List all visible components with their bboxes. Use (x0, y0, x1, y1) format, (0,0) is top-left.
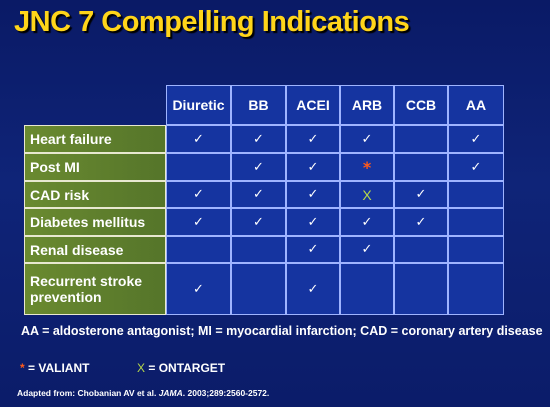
row-header: Heart failure (24, 125, 166, 153)
check-mark-cell: ✓ (231, 153, 286, 181)
check-mark-cell: ✓ (394, 208, 448, 236)
empty-cell (448, 263, 504, 315)
check-mark-cell: ✓ (231, 125, 286, 153)
check-mark-cell: ✓ (166, 208, 231, 236)
column-header: CCB (394, 85, 448, 125)
empty-cell (166, 153, 231, 181)
column-header: ACEI (286, 85, 340, 125)
empty-cell (231, 236, 286, 263)
empty-cell (448, 181, 504, 208)
empty-cell (231, 263, 286, 315)
check-mark-cell: ✓ (394, 181, 448, 208)
source-prefix: Adapted from: Chobanian AV et al. (17, 388, 159, 398)
check-mark-cell: ✓ (340, 236, 394, 263)
check-mark-cell: ✓ (286, 125, 340, 153)
row-header: Renal disease (24, 236, 166, 263)
empty-cell (448, 236, 504, 263)
column-header: AA (448, 85, 504, 125)
row-header: Post MI (24, 153, 166, 181)
empty-cell (394, 153, 448, 181)
star-symbol: * (20, 361, 25, 375)
check-mark-cell: ✓ (166, 263, 231, 315)
empty-cell (340, 263, 394, 315)
check-mark-cell: ✓ (286, 263, 340, 315)
empty-cell (394, 263, 448, 315)
star-mark-cell: * (340, 153, 394, 181)
column-header: BB (231, 85, 286, 125)
row-header: Diabetes mellitus (24, 208, 166, 236)
slide-title: JNC 7 Compelling Indications (14, 6, 410, 38)
check-mark-cell: ✓ (448, 153, 504, 181)
check-mark-cell: ✓ (166, 181, 231, 208)
x-symbol: X (137, 361, 146, 375)
source-citation: Adapted from: Chobanian AV et al. JAMA. … (17, 388, 269, 398)
row-header: CAD risk (24, 181, 166, 208)
abbreviation-footnote: AA = aldosterone antagonist; MI = myocar… (21, 324, 543, 338)
check-mark-cell: ✓ (231, 208, 286, 236)
empty-cell (394, 125, 448, 153)
check-mark-cell: ✓ (286, 153, 340, 181)
column-header: ARB (340, 85, 394, 125)
legend-ontarget-text: = ONTARGET (145, 361, 226, 375)
check-mark-cell: ✓ (340, 208, 394, 236)
check-mark-cell: ✓ (286, 181, 340, 208)
check-mark-cell: ✓ (231, 181, 286, 208)
source-journal: JAMA (158, 388, 183, 398)
empty-cell (166, 236, 231, 263)
check-mark-cell: ✓ (340, 125, 394, 153)
check-mark-cell: ✓ (166, 125, 231, 153)
row-header: Recurrent stroke prevention (24, 263, 166, 315)
source-suffix: . 2003;289:2560-2572. (182, 388, 270, 398)
legend-valiant-text: = VALIANT (24, 361, 90, 375)
x-mark-cell: X (340, 181, 394, 208)
check-mark-cell: ✓ (286, 208, 340, 236)
check-mark-cell: ✓ (286, 236, 340, 263)
column-header: Diuretic (166, 85, 231, 125)
legend-ontarget: X = ONTARGET (137, 361, 225, 375)
empty-cell (448, 208, 504, 236)
empty-cell (394, 236, 448, 263)
legend-valiant: * = VALIANT (20, 361, 89, 375)
check-mark-cell: ✓ (448, 125, 504, 153)
